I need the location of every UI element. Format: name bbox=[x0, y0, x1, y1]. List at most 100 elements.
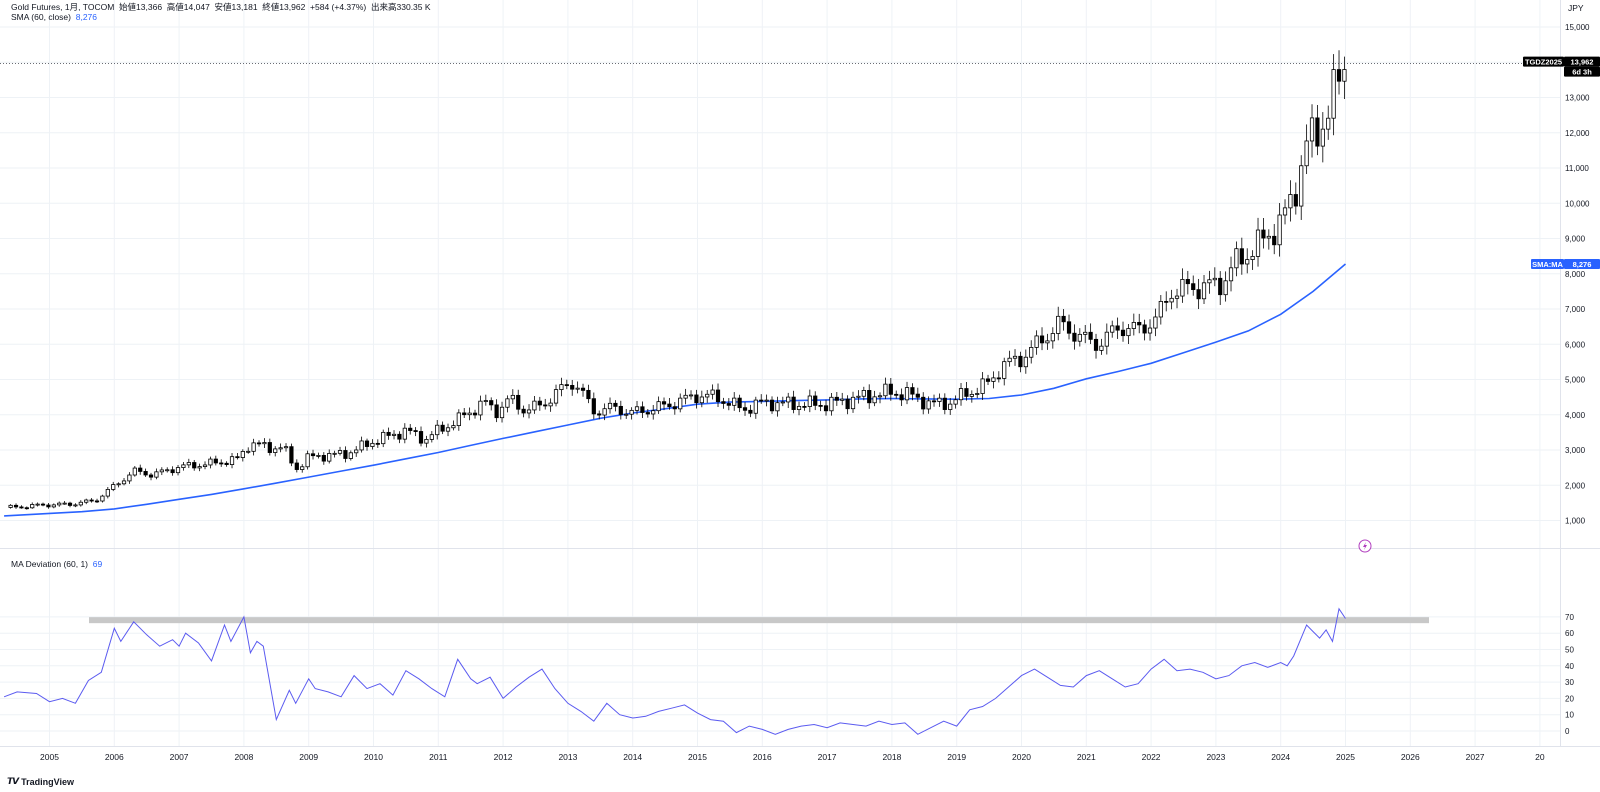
candle-body bbox=[235, 456, 240, 459]
tradingview-logo[interactable]: 𝙏𝙑 TradingView bbox=[7, 776, 74, 787]
price-tick-label: 2,000 bbox=[1565, 481, 1586, 490]
candle-body bbox=[1315, 117, 1320, 147]
candle-body bbox=[391, 433, 397, 436]
candle-body bbox=[197, 466, 202, 469]
x-tick-label: 2016 bbox=[753, 752, 772, 762]
candle-body bbox=[575, 387, 580, 390]
deviation-tick-label: 0 bbox=[1565, 727, 1570, 736]
candle-body bbox=[154, 471, 159, 478]
x-tick-label: 20 bbox=[1535, 752, 1545, 762]
x-tick-label: 2005 bbox=[40, 752, 59, 762]
candle-body bbox=[732, 397, 737, 406]
candle-body bbox=[872, 396, 877, 404]
candle-body bbox=[1234, 248, 1239, 269]
candle-body bbox=[597, 413, 602, 416]
candle-body bbox=[418, 431, 424, 444]
candle-body bbox=[429, 434, 434, 440]
candle-body bbox=[1083, 331, 1088, 335]
sma-value-tag: 8,276 bbox=[1573, 260, 1592, 269]
candle-body bbox=[1061, 315, 1066, 323]
candle-body bbox=[354, 449, 359, 454]
candle-body bbox=[753, 399, 758, 414]
candle-body bbox=[813, 395, 818, 406]
candle-body bbox=[35, 503, 40, 506]
candle-body bbox=[570, 385, 575, 390]
candle-body bbox=[775, 402, 780, 412]
candle-body bbox=[359, 440, 364, 451]
candle-body bbox=[1056, 315, 1061, 334]
candle-body bbox=[229, 456, 235, 465]
candle-body bbox=[1039, 335, 1045, 344]
candle-body bbox=[618, 405, 623, 415]
candle-body bbox=[926, 400, 931, 410]
deviation-tick-label: 50 bbox=[1565, 646, 1574, 655]
deviation-reference-band bbox=[89, 617, 1429, 624]
close-value: 13,962 bbox=[279, 2, 306, 12]
countdown-tag-bg bbox=[1564, 66, 1600, 77]
axes: 2005 2006 2007 2008 2009 2010 2011 2012 2013 2014… bbox=[0, 0, 1600, 762]
candle-body bbox=[8, 504, 13, 508]
candle-body bbox=[861, 390, 866, 397]
candle-body bbox=[807, 395, 812, 407]
candle-body bbox=[1018, 355, 1023, 368]
x-tick-label: 2015 bbox=[688, 752, 707, 762]
candle-body bbox=[856, 395, 861, 398]
candle-body bbox=[931, 400, 937, 403]
candle-body bbox=[1002, 361, 1007, 379]
candle-body bbox=[1250, 255, 1255, 260]
reference-band bbox=[89, 617, 1429, 624]
candle-body bbox=[786, 396, 791, 403]
candle-body bbox=[953, 399, 958, 405]
candle-body bbox=[688, 394, 694, 397]
symbol-legend[interactable]: Gold Futures, 1月, TOCOM 始値13,366 高値14,04… bbox=[11, 1, 431, 13]
candle-body bbox=[985, 378, 991, 382]
x-tick-label: 2026 bbox=[1401, 752, 1420, 762]
candle-body bbox=[1174, 295, 1180, 299]
price-tick-label: 15,000 bbox=[1565, 23, 1590, 32]
sma-legend[interactable]: SMA (60, close) 8,276 bbox=[11, 12, 97, 22]
candle-body bbox=[1255, 229, 1261, 257]
candle-body bbox=[1099, 345, 1104, 351]
candle-body bbox=[283, 446, 289, 449]
x-tick-label: 2027 bbox=[1466, 752, 1485, 762]
candle-body bbox=[19, 506, 24, 509]
candle-body bbox=[1239, 248, 1244, 265]
high-label: 高値 bbox=[166, 2, 184, 12]
candle-body bbox=[1147, 327, 1153, 334]
volume-label: 出来高 bbox=[371, 2, 397, 12]
candle-body bbox=[143, 471, 148, 476]
candle-body bbox=[262, 442, 267, 445]
candle-body bbox=[208, 458, 213, 466]
candle-body bbox=[408, 427, 413, 431]
x-tick-label: 2018 bbox=[882, 752, 901, 762]
candle-body bbox=[186, 462, 191, 466]
price-tick-label: 5,000 bbox=[1565, 376, 1586, 385]
currency-label[interactable]: JPY bbox=[1568, 3, 1584, 13]
deviation-legend[interactable]: MA Deviation (60, 1) 69 bbox=[11, 559, 102, 569]
candle-body bbox=[937, 397, 942, 402]
candle-body bbox=[224, 462, 229, 465]
candle-body bbox=[991, 377, 996, 382]
candle-body bbox=[969, 393, 974, 397]
candle-body bbox=[289, 446, 294, 464]
candle-body bbox=[840, 398, 845, 401]
candle-body bbox=[921, 396, 926, 410]
candle-body bbox=[148, 474, 154, 478]
candle-body bbox=[445, 427, 451, 432]
candle-body bbox=[494, 404, 499, 419]
candle-body bbox=[564, 384, 569, 387]
candle-body bbox=[1266, 235, 1271, 239]
candle-body bbox=[300, 466, 305, 470]
candle-body bbox=[645, 412, 650, 415]
candle-body bbox=[1320, 128, 1325, 147]
candle-body bbox=[1282, 207, 1288, 216]
candle-body bbox=[1169, 297, 1174, 303]
candle-body bbox=[1201, 282, 1207, 300]
candle-body bbox=[67, 502, 73, 506]
x-tick-label: 2023 bbox=[1206, 752, 1225, 762]
candle-body bbox=[165, 469, 170, 472]
low-label: 安値 bbox=[214, 2, 232, 12]
candle-body bbox=[1066, 321, 1072, 334]
